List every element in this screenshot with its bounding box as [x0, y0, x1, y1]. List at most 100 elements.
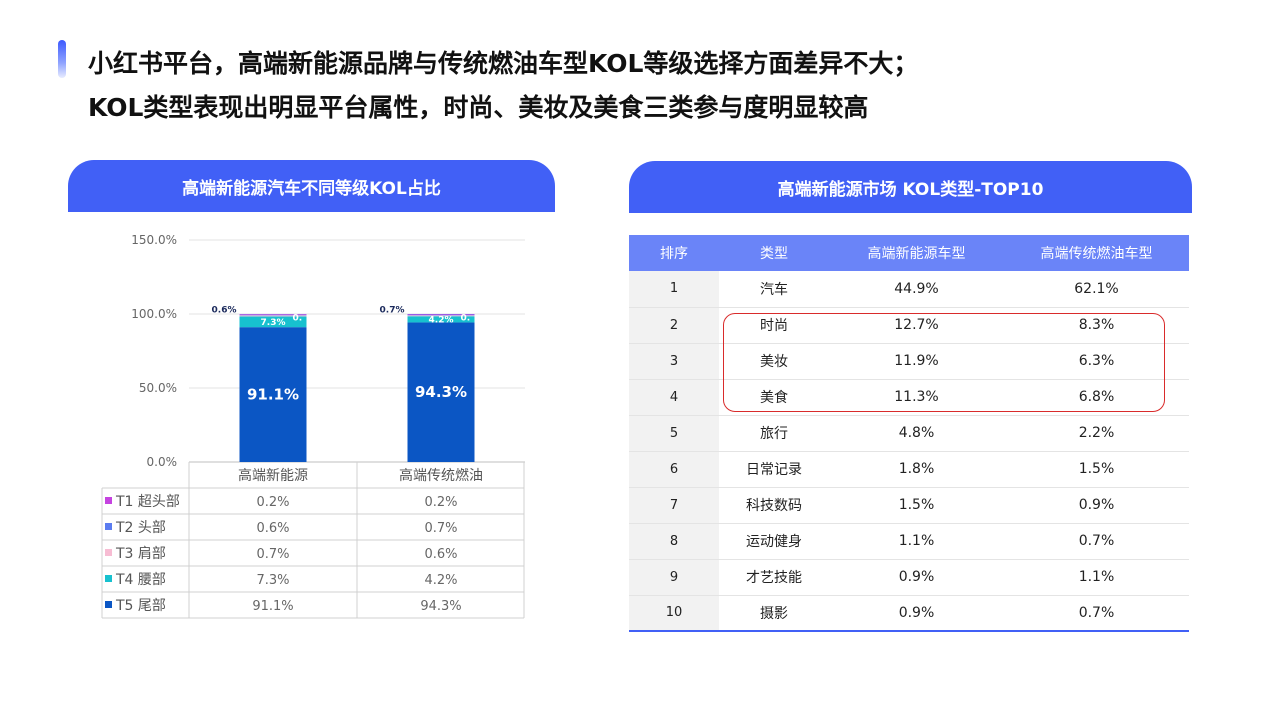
data-table-value: 91.1%	[252, 599, 293, 614]
table-row: 3 美妆 11.9% 6.3%	[629, 343, 1189, 380]
bar-data-label: 0.6%	[212, 305, 237, 315]
data-table-value: 0.2%	[256, 495, 289, 510]
cell-fuel: 8.3%	[1004, 307, 1189, 344]
left-panel-header: 高端新能源汽车不同等级KOL占比	[68, 160, 555, 212]
table-header-row: 排序 类型 高端新能源车型 高端传统燃油车型	[629, 235, 1189, 271]
cell-new-energy: 1.8%	[829, 451, 1004, 488]
table-row: 4 美食 11.3% 6.8%	[629, 379, 1189, 416]
bar-segment-3	[407, 315, 475, 317]
legend-label: T4 腰部	[115, 572, 166, 588]
cell-fuel: 0.9%	[1004, 487, 1189, 524]
y-tick-label: 100.0%	[131, 307, 177, 321]
cell-fuel: 2.2%	[1004, 415, 1189, 452]
legend-label: T1 超头部	[115, 494, 180, 510]
table-row: 9 才艺技能 0.9% 1.1%	[629, 559, 1189, 596]
data-table-value: 0.2%	[424, 495, 457, 510]
data-table-value: 0.7%	[256, 547, 289, 562]
cell-type: 运动健身	[719, 523, 829, 560]
legend-label: T3 肩部	[115, 546, 166, 562]
legend-swatch	[105, 601, 112, 608]
headline-line-2: KOL类型表现出明显平台属性，时尚、美妆及美食三类参与度明显较高	[88, 93, 869, 122]
data-table-value: 0.6%	[256, 521, 289, 536]
col-header-rank: 排序	[629, 235, 719, 271]
bar-data-label: 7.3%	[261, 318, 286, 328]
table-row: 5 旅行 4.8% 2.2%	[629, 415, 1189, 452]
cell-type: 时尚	[719, 307, 829, 344]
cell-fuel: 0.7%	[1004, 595, 1189, 632]
x-category-label: 高端传统燃油	[399, 467, 483, 484]
legend-swatch	[105, 549, 112, 556]
table-body: 1 汽车 44.9% 62.1% 2 时尚 12.7% 8.3% 3 美妆 11.9% 6.3% 4 美食…	[629, 271, 1189, 632]
legend-label: T2 头部	[115, 520, 166, 536]
table-row: 1 汽车 44.9% 62.1%	[629, 271, 1189, 308]
headline-line-1: 小红书平台，高端新能源品牌与传统燃油车型KOL等级选择方面差异不大；	[88, 49, 919, 78]
bar-data-label: 91.1%	[247, 386, 299, 404]
kol-level-stacked-bar-chart: 0.0% 50.0% 100.0% 150.0% 91.1% 7.3% 0.6% 0. 94.3…	[101, 233, 525, 619]
bar-data-label: 94.3%	[415, 383, 467, 401]
cell-rank: 9	[629, 559, 719, 596]
table-row: 10 摄影 0.9% 0.7%	[629, 595, 1189, 632]
bar-segment-2	[239, 316, 307, 328]
cell-new-energy: 0.9%	[829, 559, 1004, 596]
bar-data-label: 0.	[461, 313, 471, 323]
cell-rank: 1	[629, 271, 719, 308]
cell-rank: 10	[629, 595, 719, 632]
cell-type: 日常记录	[719, 451, 829, 488]
bar-segment-3	[239, 315, 307, 317]
cell-rank: 8	[629, 523, 719, 560]
data-table-value: 4.2%	[424, 573, 457, 588]
cell-new-energy: 11.3%	[829, 379, 1004, 416]
col-header-type: 类型	[719, 235, 829, 271]
cell-new-energy: 1.5%	[829, 487, 1004, 524]
cell-type: 美妆	[719, 343, 829, 380]
y-tick-label: 50.0%	[139, 381, 177, 395]
y-tick-label: 150.0%	[131, 233, 177, 247]
col-header-fuel: 高端传统燃油车型	[1004, 235, 1189, 271]
cell-fuel: 1.5%	[1004, 451, 1189, 488]
data-table-value: 0.6%	[424, 547, 457, 562]
cell-fuel: 62.1%	[1004, 271, 1189, 308]
cell-rank: 4	[629, 379, 719, 416]
cell-new-energy: 4.8%	[829, 415, 1004, 452]
cell-type: 才艺技能	[719, 559, 829, 596]
cell-fuel: 0.7%	[1004, 523, 1189, 560]
cell-type: 科技数码	[719, 487, 829, 524]
cell-type: 旅行	[719, 415, 829, 452]
legend-swatch	[105, 523, 112, 530]
bar-segment-5	[239, 314, 307, 315]
cell-fuel: 1.1%	[1004, 559, 1189, 596]
bar-segment-4	[239, 314, 307, 316]
cell-new-energy: 12.7%	[829, 307, 1004, 344]
y-tick-label: 0.0%	[147, 455, 178, 469]
table-row: 2 时尚 12.7% 8.3%	[629, 307, 1189, 344]
cell-rank: 2	[629, 307, 719, 344]
cell-rank: 5	[629, 415, 719, 452]
cell-new-energy: 0.9%	[829, 595, 1004, 632]
cell-new-energy: 1.1%	[829, 523, 1004, 560]
cell-rank: 3	[629, 343, 719, 380]
x-category-label: 高端新能源	[238, 467, 308, 484]
bar-segment-5	[407, 314, 475, 315]
bar-data-label: 4.2%	[429, 315, 454, 325]
cell-new-energy: 11.9%	[829, 343, 1004, 380]
bar-data-label: 0.	[293, 313, 303, 323]
cell-rank: 6	[629, 451, 719, 488]
cell-fuel: 6.8%	[1004, 379, 1189, 416]
right-panel-header: 高端新能源市场 KOL类型-TOP10	[629, 161, 1192, 213]
right-panel-title: 高端新能源市场 KOL类型-TOP10	[777, 179, 1044, 200]
bar-segment-4	[407, 314, 475, 316]
bar-data-label: 0.7%	[380, 305, 405, 315]
legend-label: T5 尾部	[115, 598, 166, 614]
page-headline: 小红书平台，高端新能源品牌与传统燃油车型KOL等级选择方面差异不大； KOL类型…	[88, 42, 918, 130]
table-row: 7 科技数码 1.5% 0.9%	[629, 487, 1189, 524]
bar-segment-2	[407, 316, 475, 323]
legend-swatch	[105, 575, 112, 582]
bar-segment-1	[407, 322, 475, 462]
cell-type: 摄影	[719, 595, 829, 632]
col-header-new-energy: 高端新能源车型	[829, 235, 1004, 271]
cell-new-energy: 44.9%	[829, 271, 1004, 308]
cell-rank: 7	[629, 487, 719, 524]
kol-type-top10-table: 排序 类型 高端新能源车型 高端传统燃油车型 1 汽车 44.9% 62.1% 2 时尚 1…	[629, 235, 1189, 632]
data-table-value: 7.3%	[256, 573, 289, 588]
cell-fuel: 6.3%	[1004, 343, 1189, 380]
